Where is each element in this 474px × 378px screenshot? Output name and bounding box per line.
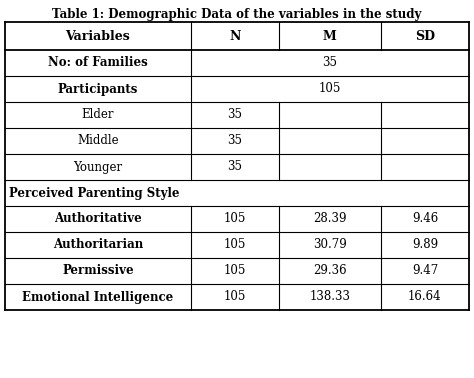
Text: 105: 105 bbox=[224, 291, 246, 304]
Text: 9.46: 9.46 bbox=[412, 212, 438, 226]
Text: Middle: Middle bbox=[77, 135, 118, 147]
Text: 9.89: 9.89 bbox=[412, 239, 438, 251]
Text: 9.47: 9.47 bbox=[412, 265, 438, 277]
Text: Perceived Parenting Style: Perceived Parenting Style bbox=[9, 186, 180, 200]
Text: Elder: Elder bbox=[82, 108, 114, 121]
Text: 16.64: 16.64 bbox=[408, 291, 442, 304]
Text: Table 1: Demographic Data of the variables in the study: Table 1: Demographic Data of the variabl… bbox=[52, 8, 422, 21]
Text: Authoritarian: Authoritarian bbox=[53, 239, 143, 251]
Text: Younger: Younger bbox=[73, 161, 122, 174]
Text: 28.39: 28.39 bbox=[313, 212, 346, 226]
Text: Emotional Intelligence: Emotional Intelligence bbox=[22, 291, 173, 304]
Text: 30.79: 30.79 bbox=[313, 239, 346, 251]
Text: No: of Families: No: of Families bbox=[48, 56, 148, 70]
Text: SD: SD bbox=[415, 29, 435, 42]
Text: Authoritative: Authoritative bbox=[54, 212, 142, 226]
Text: 105: 105 bbox=[224, 265, 246, 277]
Text: Variables: Variables bbox=[65, 29, 130, 42]
Text: 35: 35 bbox=[227, 108, 242, 121]
Text: N: N bbox=[229, 29, 240, 42]
Text: Permissive: Permissive bbox=[62, 265, 134, 277]
Text: 35: 35 bbox=[227, 161, 242, 174]
Text: 105: 105 bbox=[224, 239, 246, 251]
Text: 35: 35 bbox=[322, 56, 337, 70]
Text: M: M bbox=[323, 29, 337, 42]
Text: 105: 105 bbox=[319, 82, 341, 96]
Text: Participants: Participants bbox=[58, 82, 138, 96]
Text: 29.36: 29.36 bbox=[313, 265, 346, 277]
Text: 138.33: 138.33 bbox=[310, 291, 350, 304]
Text: 35: 35 bbox=[227, 135, 242, 147]
Text: 105: 105 bbox=[224, 212, 246, 226]
